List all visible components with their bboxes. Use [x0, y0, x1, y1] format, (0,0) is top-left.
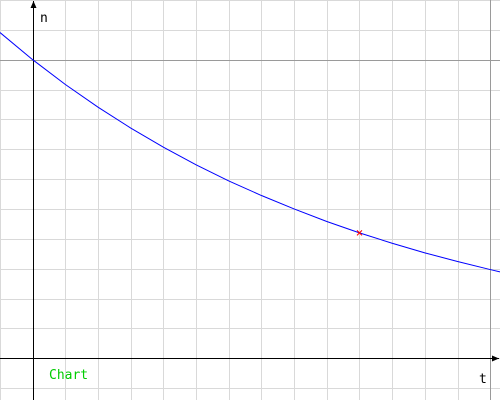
chart-caption: Chart [49, 368, 88, 383]
y-axis-arrow-icon [30, 1, 37, 8]
marked-point [356, 229, 363, 236]
series-line [0, 32, 500, 273]
x-axis-arrow-icon [492, 355, 499, 362]
x-axis-label: t [479, 372, 487, 387]
marked-point-stroke [356, 229, 363, 236]
y-axis-label: n [40, 11, 48, 26]
